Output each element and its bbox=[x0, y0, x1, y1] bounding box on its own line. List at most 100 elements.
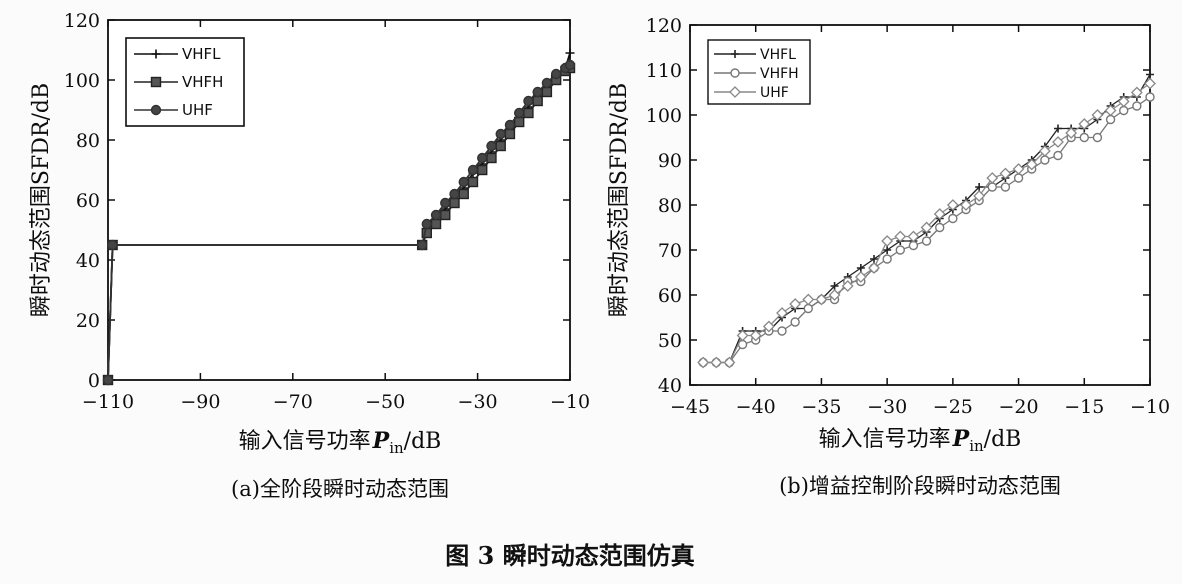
data-point-vhfl bbox=[856, 264, 865, 272]
data-point-uhf bbox=[815, 293, 828, 306]
data-point-vhfh bbox=[449, 197, 460, 209]
chart-b-x-axis-label-main: 输入信号功率 bbox=[819, 427, 951, 452]
chart-a-caption: (a)全阶段瞬时动态范围 bbox=[231, 477, 449, 501]
data-point-uhf bbox=[550, 68, 562, 80]
data-point-uhf bbox=[477, 152, 488, 164]
legend-label-vhfh: VHFH bbox=[760, 66, 799, 82]
data-point-vhfh bbox=[777, 326, 787, 336]
data-point-vhfh bbox=[803, 303, 813, 314]
y-tick-label: 0 bbox=[88, 370, 100, 392]
x-tick-label: −40 bbox=[736, 396, 776, 418]
data-point-uhf bbox=[541, 77, 553, 89]
legend-marker-uhf bbox=[729, 86, 741, 98]
y-tick-label: 80 bbox=[76, 130, 100, 152]
data-point-vhfh bbox=[513, 116, 525, 128]
chart-b-legend-items: VHFL VHFH UHF bbox=[714, 47, 799, 101]
data-point-vhfh bbox=[495, 140, 506, 152]
data-point-uhf bbox=[894, 230, 907, 243]
data-point-vhfh bbox=[1105, 114, 1116, 125]
data-point-uhf bbox=[1104, 104, 1117, 117]
data-point-vhfl bbox=[1146, 70, 1154, 79]
data-point-uhf bbox=[1144, 77, 1156, 90]
x-tick-label: −15 bbox=[1064, 396, 1104, 418]
y-tick-label: 90 bbox=[658, 150, 682, 172]
x-tick-label: −35 bbox=[801, 396, 841, 418]
data-point-vhfl bbox=[565, 48, 575, 58]
data-point-vhfh bbox=[935, 222, 945, 233]
data-point-uhf bbox=[449, 188, 460, 200]
data-point-uhf bbox=[467, 164, 479, 176]
y-tick-label: 120 bbox=[646, 15, 682, 37]
x-tick-label: −10 bbox=[550, 391, 590, 413]
data-point-vhfh bbox=[1145, 92, 1155, 102]
data-point-uhf bbox=[1117, 95, 1130, 108]
data-point-uhf bbox=[736, 329, 749, 342]
data-point-uhf bbox=[881, 235, 894, 247]
data-point-uhf bbox=[960, 199, 972, 211]
legend-label-vhfh: VHFH bbox=[182, 73, 223, 91]
data-point-uhf bbox=[789, 298, 802, 310]
data-point-vhfh bbox=[486, 152, 497, 164]
y-tick-label: 60 bbox=[658, 285, 682, 307]
chart-b-legend: VHFL VHFH UHF bbox=[707, 39, 811, 105]
data-point-uhf bbox=[828, 289, 841, 301]
data-point-uhf bbox=[495, 128, 506, 140]
legend-marker-uhf bbox=[150, 104, 162, 116]
chart-a-legend-items: VHFL VHFH UHF bbox=[134, 45, 223, 119]
chart-b: −45 −40 −35 −30 −25 −20 −15 −10 40 50 60 70 80 90 100 1… bbox=[607, 15, 1170, 498]
data-point-vhfh bbox=[504, 128, 516, 140]
data-point-uhf bbox=[430, 209, 442, 221]
data-point-uhf bbox=[1052, 136, 1064, 148]
y-tick-label: 80 bbox=[658, 195, 682, 217]
data-point-uhf bbox=[999, 167, 1012, 180]
x-tick-label: −90 bbox=[180, 391, 220, 413]
data-point-vhfh bbox=[523, 107, 534, 119]
data-point-uhf bbox=[973, 190, 986, 202]
chart-a-ticks: −110 −90 −70 −50 −30 −10 0 20 40 60 80 100 120 bbox=[64, 10, 590, 413]
data-point-uhf bbox=[933, 208, 946, 220]
x-tick-label: −30 bbox=[458, 391, 498, 413]
data-point-uhf bbox=[504, 119, 516, 131]
chart-a-x-axis-label-main: 输入信号功率 bbox=[239, 429, 371, 454]
x-tick-label: −45 bbox=[670, 396, 710, 418]
data-point-uhf bbox=[723, 356, 736, 369]
data-point-vhfl bbox=[830, 282, 839, 290]
chart-a-legend: VHFL VHFH UHF bbox=[125, 37, 245, 127]
legend-label-uhf: UHF bbox=[182, 101, 213, 119]
chart-b-x-axis-label-unit: /dB bbox=[984, 427, 1022, 452]
chart-b-caption: (b)增益控制阶段瞬时动态范围 bbox=[779, 474, 1061, 498]
data-point-vhfh bbox=[790, 317, 800, 327]
chart-b-x-axis-label: 输入信号功率Pin/dB bbox=[819, 426, 1022, 455]
x-tick-label: −20 bbox=[999, 396, 1039, 418]
chart-a-x-axis-label-symbol: P bbox=[372, 428, 391, 454]
y-tick-label: 50 bbox=[658, 330, 682, 352]
y-tick-label: 120 bbox=[64, 10, 100, 32]
data-point-uhf bbox=[776, 307, 788, 319]
data-point-uhf bbox=[532, 86, 543, 98]
data-point-uhf bbox=[107, 239, 118, 251]
chart-b-x-axis-label-symbol: P bbox=[952, 426, 971, 452]
data-point-uhf bbox=[868, 262, 880, 274]
data-point-vhfh bbox=[987, 182, 997, 192]
x-tick-label: −30 bbox=[867, 396, 907, 418]
legend-marker-vhfh bbox=[730, 68, 740, 78]
data-point-uhf bbox=[920, 221, 933, 234]
data-point-uhf bbox=[486, 140, 497, 152]
y-tick-label: 110 bbox=[646, 60, 682, 82]
data-point-vhfh bbox=[541, 86, 553, 98]
y-tick-label: 20 bbox=[76, 310, 100, 332]
chart-a-y-axis-label: 瞬时动态范围SFDR/dB bbox=[29, 83, 54, 317]
y-tick-label: 40 bbox=[76, 250, 100, 272]
data-point-vhfh bbox=[467, 176, 479, 188]
data-point-uhf bbox=[697, 356, 710, 369]
data-point-uhf bbox=[416, 239, 428, 251]
chart-a-series bbox=[102, 48, 576, 386]
data-point-vhfh bbox=[908, 240, 919, 251]
legend-marker-vhfl bbox=[151, 49, 161, 59]
data-point-uhf bbox=[1078, 118, 1091, 130]
y-tick-label: 100 bbox=[646, 105, 682, 127]
data-point-uhf bbox=[1130, 86, 1143, 99]
data-point-uhf bbox=[986, 172, 999, 184]
